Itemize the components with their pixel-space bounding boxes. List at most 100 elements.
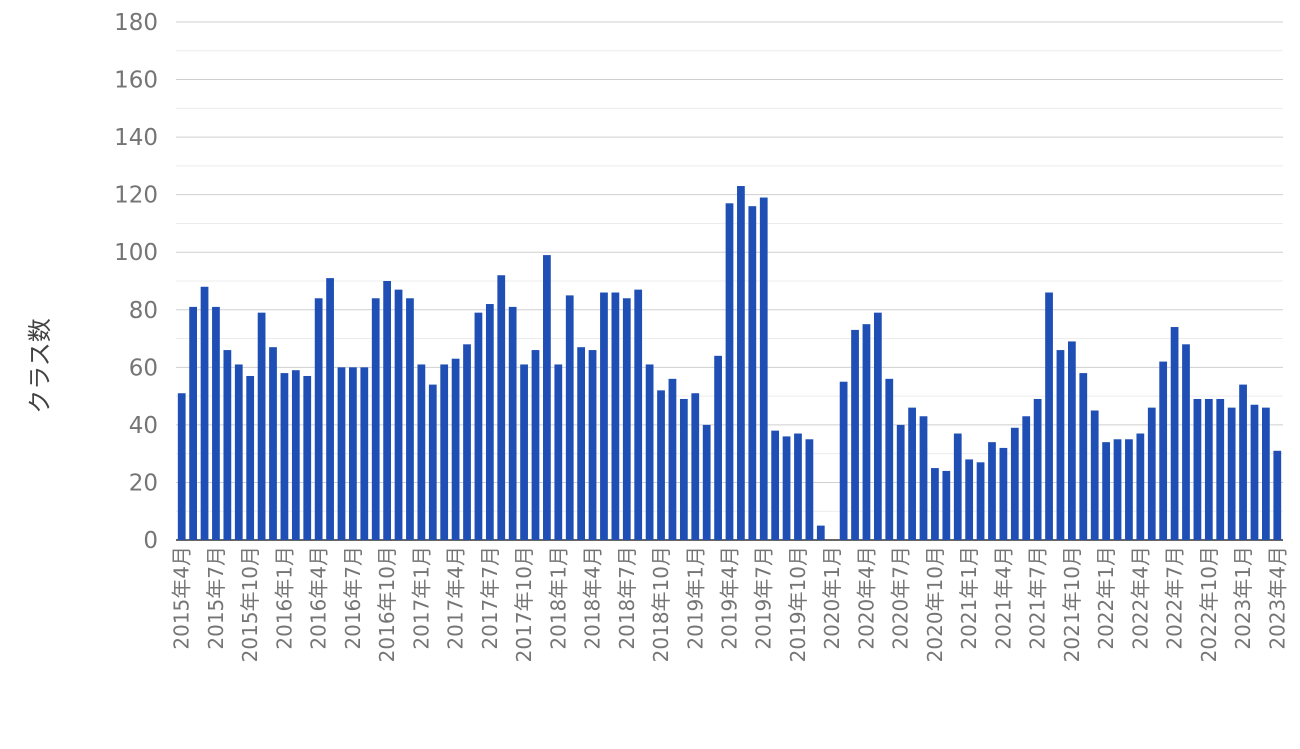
x-tick-label: 2018年4月 (581, 546, 605, 650)
x-tick-label: 2019年1月 (683, 546, 707, 650)
bar (839, 381, 848, 540)
y-tick-label: 60 (129, 355, 158, 381)
bar (1216, 398, 1225, 540)
y-tick-labels: 0 20 40 60 80 100 120 140 160 180 (114, 10, 158, 554)
bar (748, 206, 757, 540)
x-tick-label: 2015年4月 (170, 546, 194, 650)
bar (189, 306, 197, 540)
x-tick-label: 2017年10月 (512, 546, 536, 662)
x-tick-label: 2020年1月 (820, 546, 844, 650)
y-tick-label: 20 (129, 470, 158, 496)
bar (976, 462, 985, 540)
y-tick-label: 180 (114, 10, 158, 36)
x-tick-label: 2018年1月 (546, 546, 570, 650)
bar (406, 298, 414, 540)
bar (1022, 416, 1031, 540)
x-tick-label: 2022年1月 (1094, 546, 1118, 650)
x-tick-label: 2022年4月 (1128, 546, 1152, 650)
bar (896, 424, 905, 540)
y-tick-label: 140 (114, 125, 158, 151)
bar (851, 329, 859, 540)
bar (177, 393, 186, 540)
x-tick-labels: 2015年4月 2015年7月 2015年10月 2016年1月 2016年4月 2016… (170, 546, 1290, 662)
bar (485, 304, 494, 540)
bar (291, 370, 300, 540)
bar (862, 324, 871, 540)
y-tick-label: 0 (143, 528, 158, 554)
bar (805, 439, 814, 540)
bar (611, 292, 620, 540)
x-tick-label: 2016年1月 (272, 546, 296, 650)
y-tick-label: 100 (114, 240, 158, 266)
bar (794, 433, 802, 540)
bar (463, 344, 471, 540)
bar (326, 278, 334, 540)
bar (1033, 398, 1042, 540)
bar (349, 367, 357, 540)
bar (759, 197, 768, 541)
bar (1045, 292, 1053, 540)
bar (737, 186, 745, 540)
x-tick-label: 2020年4月 (854, 546, 878, 650)
bar (1250, 404, 1259, 540)
bar (1273, 450, 1282, 540)
bar (1193, 398, 1202, 540)
bar (988, 442, 996, 540)
bar (246, 375, 255, 540)
x-tick-label: 2021年7月 (1026, 546, 1050, 650)
x-tick-label: 2016年7月 (341, 546, 365, 650)
x-tick-label: 2023年1月 (1231, 546, 1255, 650)
bar (269, 347, 277, 540)
bar (565, 295, 574, 540)
x-tick-label: 2016年10月 (375, 546, 399, 662)
bar (885, 378, 894, 540)
bar (531, 350, 540, 540)
bar (816, 525, 825, 540)
x-tick-label: 2016年4月 (307, 546, 331, 650)
x-tick-label: 2023年4月 (1265, 546, 1289, 650)
bar (1204, 398, 1213, 540)
bar (1262, 407, 1270, 540)
bar (953, 433, 962, 540)
bar (474, 312, 483, 540)
x-tick-label: 2021年10月 (1060, 546, 1084, 662)
bar (520, 364, 528, 540)
bar (234, 364, 243, 540)
bar (257, 312, 266, 540)
x-tick-label: 2021年1月 (957, 546, 981, 650)
bar (622, 298, 631, 540)
bar (371, 298, 380, 540)
bar (1067, 341, 1076, 540)
bar (679, 398, 688, 540)
x-tick-label: 2022年7月 (1163, 546, 1187, 650)
bar (1239, 384, 1247, 540)
bar (1079, 373, 1088, 540)
bar (965, 459, 974, 540)
bar (771, 430, 780, 540)
bar (588, 350, 597, 540)
bar (1136, 433, 1145, 540)
bar (417, 364, 426, 540)
bar (497, 275, 506, 540)
bar (337, 367, 346, 540)
bar (303, 375, 312, 540)
bar (1147, 407, 1156, 540)
bar (1010, 427, 1019, 540)
y-axis-title: クラス数 (26, 318, 54, 414)
x-tick-label: 2018年10月 (649, 546, 673, 662)
bar (1159, 361, 1168, 540)
bar (782, 436, 791, 540)
bar (280, 373, 289, 540)
x-tick-label: 2019年7月 (752, 546, 776, 650)
y-tick-label: 40 (129, 413, 158, 439)
bar (1227, 407, 1236, 540)
bar (543, 255, 551, 540)
bar (634, 289, 643, 540)
bar (451, 358, 460, 540)
x-tick-label: 2019年10月 (786, 546, 810, 662)
bar (1170, 327, 1179, 540)
bar-layer (177, 186, 1282, 541)
x-tick-label: 2017年4月 (444, 546, 468, 650)
bar (383, 281, 392, 540)
